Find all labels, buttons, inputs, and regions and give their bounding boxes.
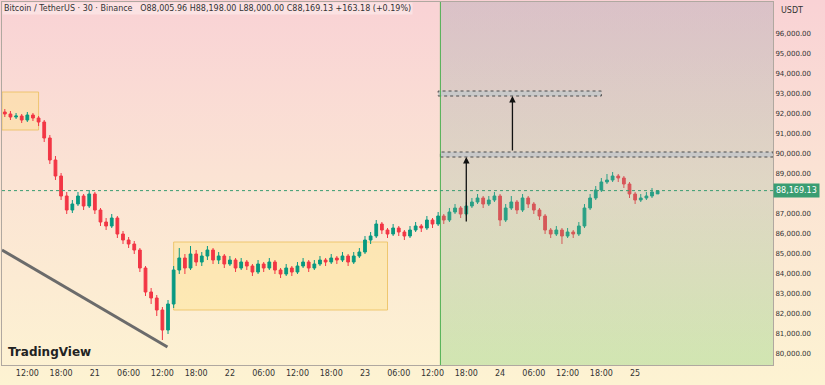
svg-text:88,169.13: 88,169.13	[776, 186, 817, 195]
svg-text:12:00: 12:00	[151, 369, 174, 378]
svg-text:85,000.00: 85,000.00	[775, 250, 811, 258]
svg-text:91,000.00: 91,000.00	[775, 130, 811, 138]
svg-text:89,000.00: 89,000.00	[775, 170, 811, 178]
svg-text:18:00: 18:00	[320, 369, 343, 378]
svg-text:06:00: 06:00	[252, 369, 275, 378]
svg-text:82,000.00: 82,000.00	[775, 310, 811, 318]
svg-text:83,000.00: 83,000.00	[775, 290, 811, 298]
svg-text:95,000.00: 95,000.00	[775, 50, 811, 58]
svg-text:USDT: USDT	[781, 6, 803, 15]
svg-text:TradingView: TradingView	[8, 345, 91, 359]
svg-text:18:00: 18:00	[590, 369, 613, 378]
svg-text:Bitcoin / TetherUS · 30 · Bina: Bitcoin / TetherUS · 30 · Binance O88,00…	[4, 4, 411, 13]
svg-text:18:00: 18:00	[185, 369, 208, 378]
svg-text:93,000.00: 93,000.00	[775, 90, 811, 98]
svg-text:22: 22	[225, 369, 235, 378]
svg-text:24: 24	[495, 369, 505, 378]
svg-text:06:00: 06:00	[387, 369, 410, 378]
svg-text:21: 21	[90, 369, 100, 378]
svg-text:87,000.00: 87,000.00	[775, 210, 811, 218]
svg-text:18:00: 18:00	[50, 369, 73, 378]
svg-text:12:00: 12:00	[286, 369, 309, 378]
svg-text:94,000.00: 94,000.00	[775, 70, 811, 78]
svg-text:88,000.00: 88,000.00	[775, 190, 811, 198]
svg-text:18:00: 18:00	[455, 369, 478, 378]
svg-text:25: 25	[630, 369, 640, 378]
svg-text:80,000.00: 80,000.00	[775, 350, 811, 358]
svg-text:86,000.00: 86,000.00	[775, 230, 811, 238]
svg-text:06:00: 06:00	[522, 369, 545, 378]
svg-text:84,000.00: 84,000.00	[775, 270, 811, 278]
svg-text:81,000.00: 81,000.00	[775, 330, 811, 338]
svg-text:92,000.00: 92,000.00	[775, 110, 811, 118]
svg-text:23: 23	[360, 369, 370, 378]
svg-text:12:00: 12:00	[421, 369, 444, 378]
svg-text:12:00: 12:00	[556, 369, 579, 378]
svg-text:96,000.00: 96,000.00	[775, 30, 811, 38]
svg-text:12:00: 12:00	[16, 369, 39, 378]
svg-text:90,000.00: 90,000.00	[775, 150, 811, 158]
svg-text:06:00: 06:00	[117, 369, 140, 378]
